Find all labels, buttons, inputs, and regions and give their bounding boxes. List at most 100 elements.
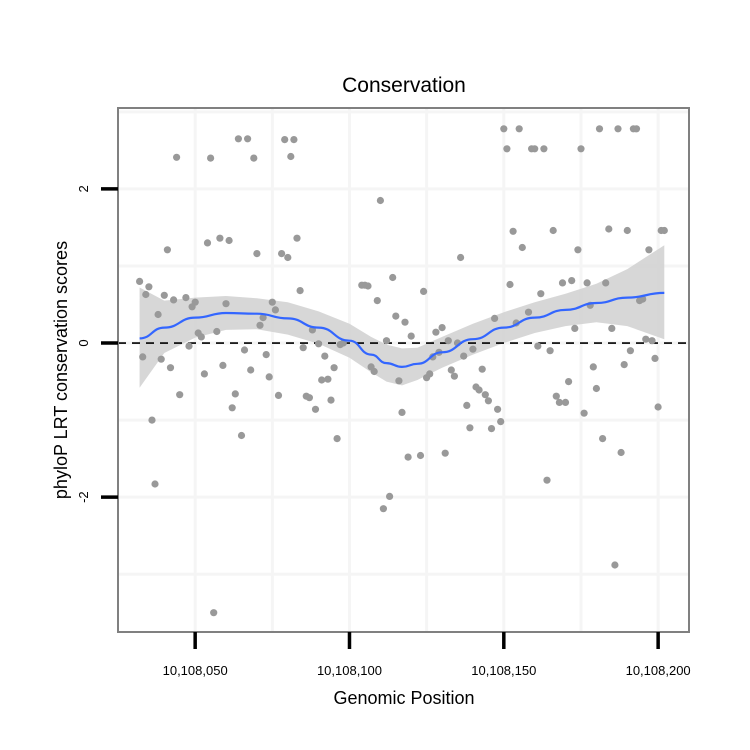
data-point (392, 312, 400, 320)
data-point (330, 364, 338, 372)
data-point (549, 226, 557, 235)
data-point (509, 227, 517, 235)
data-point (398, 408, 406, 416)
data-point (287, 152, 295, 161)
data-point (617, 448, 625, 457)
data-point (173, 153, 181, 161)
data-point (170, 296, 178, 304)
data-point (333, 435, 341, 443)
points-layer (136, 125, 668, 617)
data-point (259, 314, 267, 322)
data-point (203, 239, 212, 247)
smooth-line-layer (139, 291, 665, 369)
data-point (376, 196, 384, 205)
data-point (182, 294, 190, 302)
data-point (469, 345, 477, 353)
data-point (210, 609, 218, 617)
data-point (318, 376, 326, 384)
data-point (580, 409, 588, 417)
data-point (589, 363, 597, 371)
data-point (651, 354, 659, 362)
x-tick-label: 10,108,150 (471, 663, 536, 678)
data-point (497, 418, 505, 426)
data-point (142, 290, 150, 299)
data-point (281, 136, 289, 144)
data-point (487, 425, 496, 433)
y-axis-ticks: -2 0 2 (76, 185, 118, 503)
data-point (321, 352, 329, 360)
data-point (237, 431, 246, 440)
data-point (565, 378, 573, 386)
data-point (364, 282, 372, 290)
data-point (234, 135, 242, 143)
data-point (645, 246, 653, 254)
data-point (457, 253, 465, 262)
data-point (577, 145, 585, 153)
data-point (432, 328, 440, 336)
data-point (484, 397, 492, 405)
smooth-trend-line (139, 291, 665, 369)
data-point (176, 391, 184, 399)
data-point (154, 310, 162, 319)
data-point (540, 145, 548, 153)
data-point (466, 424, 474, 432)
data-point (503, 145, 511, 153)
data-point (660, 226, 668, 235)
data-point (222, 300, 230, 308)
data-point (216, 234, 224, 242)
data-point (231, 390, 239, 398)
data-point (568, 277, 576, 285)
x-tick-label: 10,108,050 (163, 663, 228, 678)
data-point (145, 283, 153, 291)
data-point (478, 365, 486, 373)
data-point (166, 364, 175, 372)
data-point (370, 367, 378, 376)
data-point (611, 561, 619, 569)
y-tick-label: -2 (76, 491, 91, 503)
data-point (315, 340, 323, 348)
data-point (614, 125, 622, 133)
data-point (296, 287, 304, 295)
y-axis-label: phyloP LRT conservation scores (51, 241, 71, 499)
data-point (444, 337, 452, 345)
data-point (515, 125, 523, 133)
data-point (311, 405, 320, 413)
data-point (438, 324, 446, 332)
data-point (157, 355, 165, 363)
data-point (654, 403, 662, 411)
data-point (290, 136, 298, 144)
data-point (506, 280, 514, 289)
data-point (463, 401, 471, 409)
data-point (379, 505, 387, 513)
data-point (620, 361, 628, 369)
data-point (500, 125, 508, 133)
data-point (543, 476, 551, 484)
data-point (256, 321, 264, 329)
data-point (207, 154, 215, 162)
data-point (395, 377, 403, 385)
data-point (574, 246, 582, 254)
x-axis-ticks: 10,108,050 10,108,100 10,108,150 10,108,200 (163, 632, 691, 678)
y-tick-label: 0 (76, 339, 91, 346)
data-point (599, 435, 607, 443)
data-point (327, 396, 335, 404)
data-point (460, 352, 468, 360)
data-point (595, 125, 604, 133)
data-point (404, 453, 412, 461)
data-point (623, 226, 631, 235)
data-point (407, 332, 415, 340)
data-point (552, 392, 560, 400)
data-point (151, 480, 159, 488)
data-point (253, 250, 261, 258)
data-point (491, 314, 499, 322)
data-point (441, 449, 449, 457)
data-point (324, 375, 332, 383)
data-point (605, 225, 613, 233)
chart-title: Conservation (342, 74, 466, 97)
data-point (191, 298, 199, 306)
data-point (420, 287, 428, 295)
data-point (416, 451, 425, 460)
data-point (299, 344, 307, 352)
x-tick-label: 10,108,200 (626, 663, 691, 678)
